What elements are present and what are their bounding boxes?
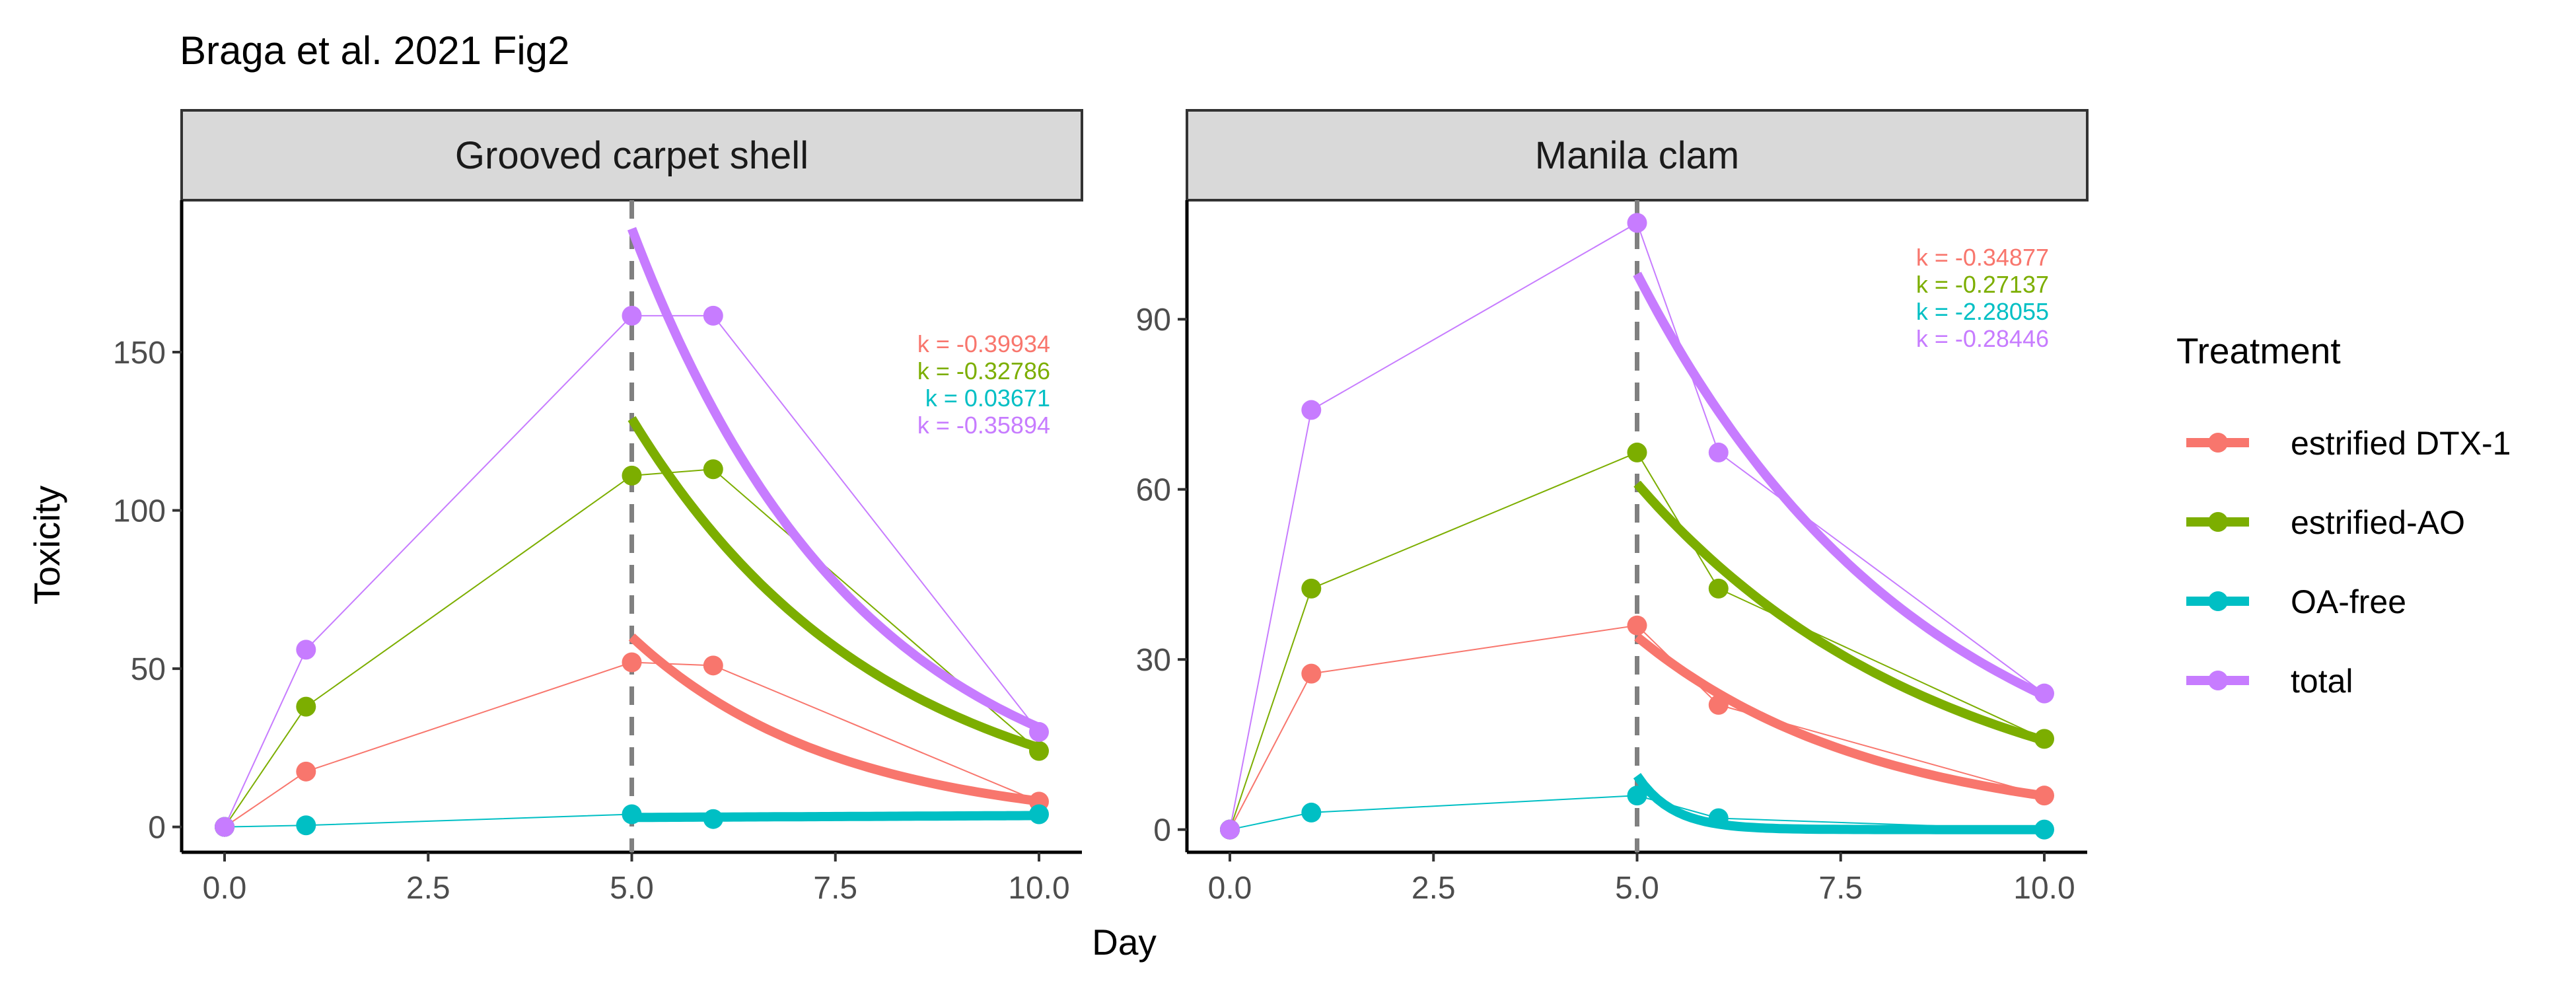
k-annotation-total: k = -0.35894 [917, 412, 1050, 439]
data-point-oa-free [703, 809, 723, 829]
legend-label-oa-free: OA-free [2291, 583, 2406, 620]
data-point-estrified-dtx-1 [622, 652, 642, 673]
data-point-oa-free [1627, 786, 1647, 806]
data-point-total [215, 817, 234, 837]
legend-label-total: total [2291, 663, 2353, 700]
x-tick-label: 2.5 [1412, 871, 1456, 906]
x-tick-label: 10.0 [1008, 871, 1069, 906]
data-point-estrified-ao [296, 696, 316, 717]
x-tick-label: 5.0 [610, 871, 654, 906]
data-point-oa-free [2034, 819, 2054, 840]
data-point-estrified-ao [2034, 729, 2054, 749]
y-axis-label: Toxicity [26, 485, 67, 605]
fit-curve-oa-free [631, 811, 1040, 823]
data-point-oa-free [622, 804, 642, 825]
data-point-estrified-ao [1029, 741, 1049, 761]
fit-curve-oa-free [1633, 772, 2044, 834]
data-point-estrified-dtx-1 [296, 761, 316, 782]
data-point-total [622, 305, 642, 326]
legend-title: Treatment [2176, 330, 2341, 371]
k-annotation-estrified-dtx-1: k = -0.34877 [1916, 244, 2049, 271]
x-tick-label: 7.5 [1818, 871, 1863, 906]
fit-curve-estrified-ao [627, 416, 1041, 752]
data-point-estrified-dtx-1 [703, 655, 723, 676]
data-point-total [1220, 819, 1240, 840]
y-tick-label: 90 [1136, 303, 1171, 338]
data-point-total [1627, 213, 1647, 233]
data-point-total [1029, 721, 1049, 742]
data-point-total [1301, 400, 1322, 420]
data-point-estrified-ao [1627, 442, 1647, 462]
data-point-estrified-dtx-1 [1301, 663, 1322, 684]
data-point-total [296, 640, 316, 660]
data-point-oa-free [1029, 804, 1049, 825]
k-annotation-oa-free: k = -2.28055 [1916, 298, 2049, 325]
data-point-estrified-ao [622, 465, 642, 486]
k-annotation-estrified-dtx-1: k = -0.39934 [917, 330, 1050, 357]
y-tick-label: 60 [1136, 473, 1171, 508]
y-tick-label: 0 [148, 811, 166, 846]
y-tick-label: 0 [1153, 813, 1171, 848]
data-point-estrified-dtx-1 [2034, 786, 2054, 806]
k-annotation-estrified-ao: k = -0.27137 [1916, 271, 2049, 298]
legend-key-point [2208, 671, 2228, 690]
legend-key-point [2208, 591, 2228, 611]
legend-key-point [2208, 433, 2228, 453]
x-tick-label: 0.0 [1208, 871, 1252, 906]
facet-strip [1186, 109, 2089, 202]
data-point-oa-free [296, 815, 316, 836]
data-point-estrified-ao [1708, 578, 1729, 599]
legend-key-point [2208, 512, 2228, 532]
panel-grooved-carpet-shell: Grooved carpet shell 0 50 100 150 0.0 2.5 5.0 7.… [113, 109, 1083, 906]
fit-curve-estrified-ao [1633, 480, 2046, 745]
legend: Treatment estrified DTX-1 estrified-AO OA-… [2176, 330, 2511, 700]
k-annotation-estrified-ao: k = -0.32786 [917, 357, 1050, 385]
facet-label: Grooved carpet shell [455, 134, 808, 177]
data-point-oa-free [1301, 802, 1322, 823]
y-tick-label: 30 [1136, 643, 1171, 678]
legend-label-estrified-ao: estrified-AO [2291, 504, 2465, 541]
x-tick-label: 10.0 [2013, 871, 2075, 906]
y-tick-label: 150 [113, 336, 166, 371]
data-point-estrified-dtx-1 [1708, 694, 1729, 715]
fit-curve-estrified-dtx-1 [1634, 633, 2046, 801]
facet-label: Manila clam [1535, 134, 1739, 177]
fit-curve-total [627, 227, 1041, 732]
panel-manila-clam: Manila clam 0 30 60 90 0.0 2.5 5.0 7.5 10.0 k = -0… [1136, 109, 2089, 906]
data-point-total [703, 305, 723, 326]
fit-curve-total [1633, 272, 2046, 700]
data-point-estrified-ao [1301, 578, 1322, 599]
legend-label-estrified-dtx-1: estrified DTX-1 [2291, 425, 2511, 462]
data-point-oa-free [1708, 808, 1729, 828]
series-line-estrified-ao [224, 468, 1040, 828]
y-tick-label: 100 [113, 494, 166, 529]
x-tick-label: 7.5 [813, 871, 857, 906]
fit-curve-estrified-dtx-1 [628, 634, 1040, 806]
k-annotation-total: k = -0.28446 [1916, 325, 2049, 352]
y-tick-label: 50 [131, 652, 166, 687]
k-annotation-oa-free: k = 0.03671 [925, 385, 1050, 412]
facet-strip [180, 109, 1083, 202]
data-point-estrified-dtx-1 [1627, 615, 1647, 636]
x-tick-label: 0.0 [203, 871, 247, 906]
chart-title: Braga et al. 2021 Fig2 [180, 28, 569, 73]
data-point-estrified-ao [703, 459, 723, 480]
data-point-total [1708, 442, 1729, 462]
x-tick-label: 5.0 [1615, 871, 1659, 906]
x-tick-label: 2.5 [406, 871, 450, 906]
x-axis-label: Day [1092, 922, 1157, 963]
data-point-total [2034, 683, 2054, 704]
